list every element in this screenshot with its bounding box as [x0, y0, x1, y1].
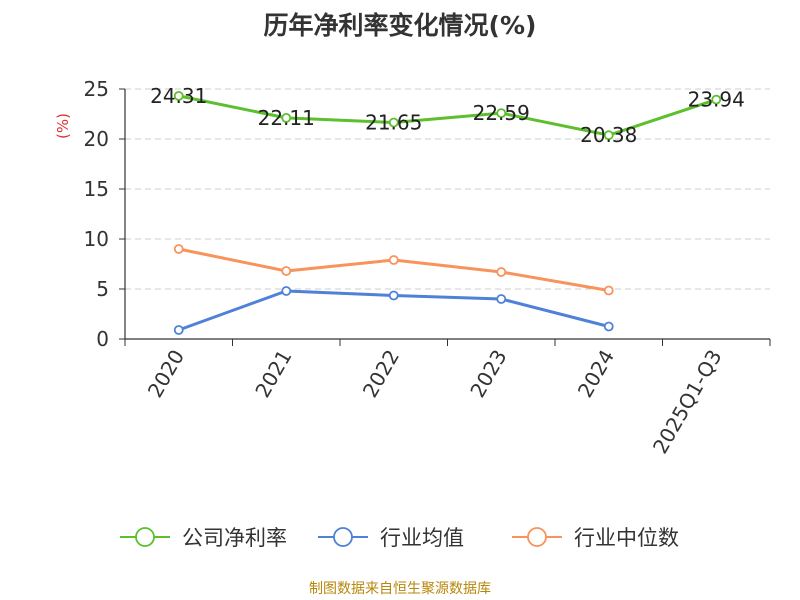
legend-label: 行业中位数: [574, 526, 679, 550]
data-label: 22.11: [258, 106, 315, 130]
data-label: 20.38: [580, 123, 637, 147]
chart-title: 历年净利率变化情况(%): [263, 11, 537, 40]
legend-marker: [333, 527, 353, 547]
data-point: [496, 108, 507, 118]
y-tick-label: 5: [96, 277, 109, 301]
y-tick-label: 15: [84, 177, 109, 201]
legend-label: 公司净利率: [182, 526, 287, 550]
legend-label: 行业均值: [380, 526, 464, 550]
x-tick-label: 2023: [465, 346, 511, 402]
data-point: [603, 285, 614, 296]
data-point: [281, 266, 292, 276]
data-point: [173, 325, 184, 335]
data-label: 24.31: [150, 84, 207, 108]
data-point: [281, 286, 292, 296]
x-tick-label: 2022: [358, 346, 404, 402]
source-note: 制图数据来自恒生聚源数据库: [309, 581, 491, 597]
y-tick-label: 20: [84, 127, 109, 151]
data-label: 23.94: [688, 88, 745, 112]
data-point: [496, 267, 507, 277]
data-label: 22.59: [473, 101, 530, 125]
data-point: [388, 255, 399, 265]
data-point: [603, 130, 614, 141]
data-point: [388, 117, 399, 128]
y-tick-label: 25: [84, 77, 109, 101]
data-point: [281, 113, 292, 123]
y-tick-label: 10: [84, 227, 109, 251]
x-tick-label: 2021: [250, 346, 296, 402]
x-tick-label: 2020: [143, 346, 189, 402]
data-point: [603, 321, 614, 332]
y-tick-label: 0: [96, 327, 109, 351]
x-tick-label: 2025Q1-Q3: [648, 346, 727, 458]
legend-marker: [527, 527, 547, 547]
data-point: [496, 294, 507, 304]
legend-marker: [135, 527, 155, 547]
series-line-1: [178, 94, 717, 137]
data-label: 21.65: [365, 111, 422, 135]
data-point: [173, 91, 184, 101]
y-axis-label: (%): [54, 113, 72, 139]
data-point: [173, 244, 184, 254]
data-point: [711, 94, 722, 105]
data-point: [388, 290, 399, 301]
x-tick-label: 2024: [573, 346, 619, 402]
